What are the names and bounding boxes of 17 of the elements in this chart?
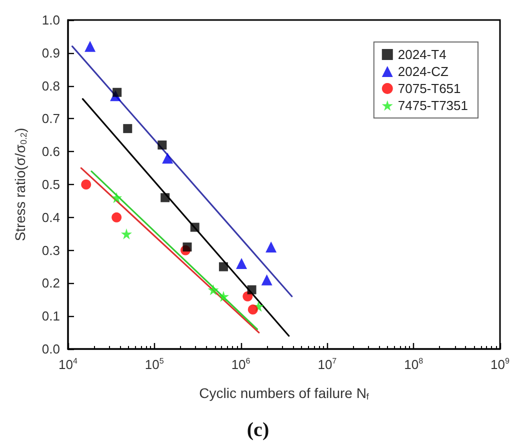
text: (c) — [246, 419, 270, 441]
y-tick-label: 1.0 — [42, 12, 60, 28]
y-tick-label: 0.2 — [42, 276, 60, 291]
y-tick-label: 0.7 — [42, 111, 60, 126]
y-tick-label: 0.6 — [42, 144, 60, 160]
legend-label: 2024-CZ — [398, 64, 449, 79]
y-tick-label: 0.4 — [42, 210, 60, 225]
y-tick-label: 0.3 — [42, 242, 60, 258]
legend-label: 7075-T651 — [398, 81, 461, 96]
y-tick-label: 0.0 — [42, 342, 60, 356]
y-tick-label: 0.8 — [42, 78, 60, 94]
legend-label: 2024-T4 — [398, 47, 446, 62]
legend-label: 7475-T7351 — [398, 98, 468, 113]
y-tick-label: 0.9 — [42, 45, 60, 60]
y-axis-title: Stress ratio(σ/σ0.2) — [12, 128, 28, 242]
y-tick-label: 0.1 — [42, 308, 60, 324]
y-tick-label: 0.5 — [42, 177, 60, 192]
